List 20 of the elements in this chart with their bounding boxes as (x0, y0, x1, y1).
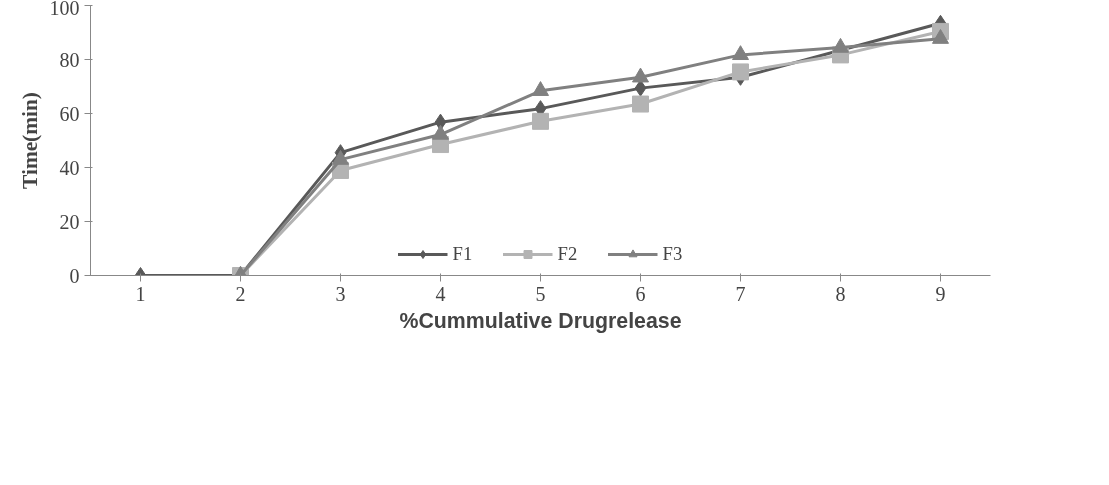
x-tick-label: 1 (135, 282, 146, 305)
x-tick-label: 6 (635, 282, 646, 305)
legend-label: F2 (557, 243, 578, 265)
y-tick-label: 40 (59, 156, 80, 179)
x-tick-label: 5 (535, 282, 546, 305)
y-tick-label: 20 (59, 210, 80, 233)
x-tick-label: 3 (335, 282, 346, 305)
x-tick-label: 7 (735, 282, 746, 305)
y-tick-label: 80 (59, 48, 80, 71)
x-tick-label: 4 (435, 282, 446, 305)
y-tick-label: 0 (69, 264, 80, 287)
y-axis-title: Time(min) (17, 92, 42, 189)
x-tick-label: 2 (235, 282, 246, 305)
legend-label: F1 (452, 243, 473, 265)
x-axis-title: %Cummulative Drugrelease (399, 308, 682, 333)
y-tick-label: 60 (59, 102, 80, 125)
y-tick-label: 100 (49, 0, 80, 19)
x-tick-label: 8 (835, 282, 846, 305)
legend-label: F3 (662, 243, 683, 265)
x-tick-label: 9 (935, 282, 946, 305)
